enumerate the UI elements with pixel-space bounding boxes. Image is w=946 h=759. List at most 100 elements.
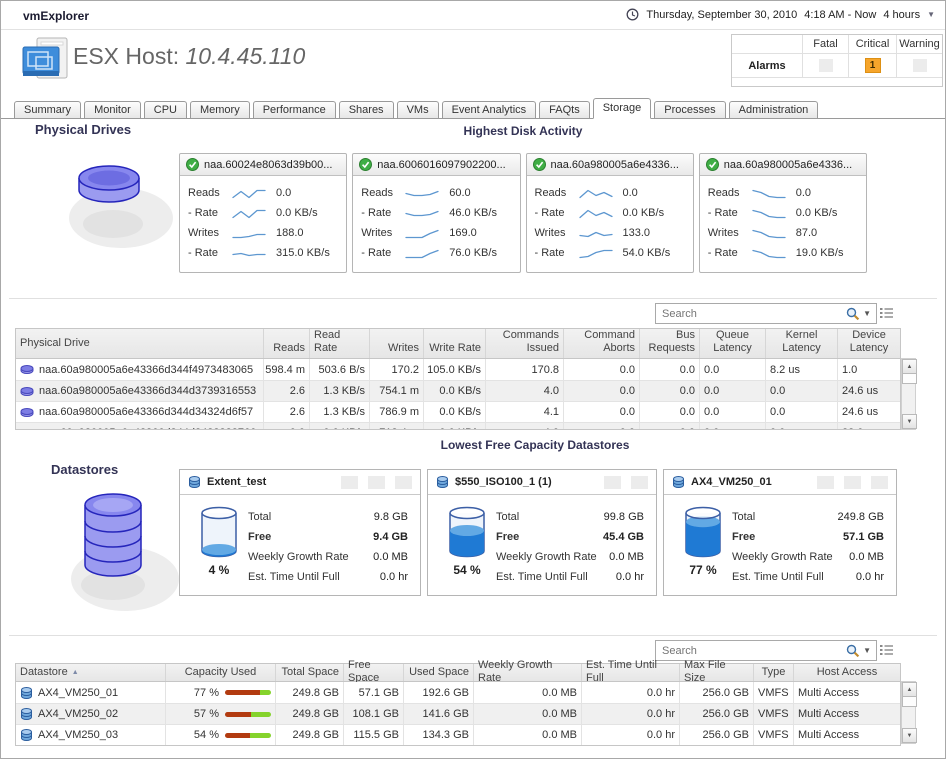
drive-name[interactable]: naa.60a980005a6e4336... [723,158,853,171]
drive-name: naa.60a980005a6e43366d344d3433323766 [39,427,256,429]
col-command-aborts[interactable]: Command Aborts [564,329,640,358]
free-value: 45.4 GB [603,531,644,543]
drive-card: naa.60a980005a6e4336... Reads 0.0 - Rate 0… [525,153,694,273]
col-type[interactable]: Type [754,664,794,681]
read-rate-sparkline [405,207,449,220]
datastore-small-icon [20,707,33,721]
tab-monitor[interactable]: Monitor [84,101,141,118]
datastore-name[interactable]: AX4_VM250_01 [691,476,772,488]
alarms-critical-cell[interactable]: 1 [848,53,896,77]
tab-performance[interactable]: Performance [252,101,336,118]
vertical-scrollbar[interactable]: ▲ ▼ [901,358,917,430]
col-host-access[interactable]: Host Access [816,665,878,678]
search-options[interactable]: ▼ [846,644,876,658]
tab-vms[interactable]: VMs [396,101,439,118]
metric-value: 19.0 KB/s [795,247,844,259]
scroll-thumb[interactable] [902,373,917,384]
col-total-space[interactable]: Total Space [276,664,344,681]
metric-label: - Rate [707,247,738,259]
drive-card-header[interactable]: naa.60a980005a6e4336... [699,154,866,176]
datastore-name[interactable]: Extent_test [207,476,267,488]
search-input[interactable] [656,307,847,320]
tab-administration[interactable]: Administration [728,101,819,118]
col-read-rate[interactable]: Read Rate [310,329,370,358]
metric-label: Reads [188,187,220,199]
metric-label: Writes [188,227,219,239]
drive-name[interactable]: naa.6006016097902200... [377,158,506,171]
search-icon[interactable] [846,307,860,321]
table-row[interactable]: AX4_VM250_02 57 % 249.8 GB 108.1 GB 141.… [16,703,900,724]
scroll-up-button[interactable]: ▲ [902,682,917,697]
table-customizer-icon[interactable] [879,307,895,321]
table-customizer-icon[interactable] [879,644,895,658]
col-datastore[interactable]: Datastore ▲ [16,664,166,681]
table-row[interactable]: naa.60a980005a6e43366d344d34324d6f57 2.6… [16,401,900,422]
highest-disk-activity-heading: Highest Disk Activity [463,124,583,138]
growth-label: Weekly Growth Rate [496,551,597,563]
vertical-scrollbar[interactable]: ▲ ▼ [901,681,917,744]
table-row[interactable]: naa.60a980005a6e43366d344f4973483065 598… [16,359,900,380]
tab-summary[interactable]: Summary [14,101,82,118]
placeholder-chart-box [844,475,861,489]
time-range-selector[interactable]: Thursday, September 30, 2010 4:18 AM - N… [626,8,935,21]
tab-processes[interactable]: Processes [654,101,726,118]
col-commands-issued[interactable]: Commands Issued [486,329,564,358]
scroll-thumb[interactable] [902,696,917,707]
metric-label: Writes [707,227,739,239]
col-queue-latency[interactable]: Queue Latency [700,329,766,358]
table-row[interactable]: AX4_VM250_01 77 % 249.8 GB 57.1 GB 192.6… [16,682,900,703]
capacity-percent: 77 % [689,563,717,577]
col-write-rate[interactable]: Write Rate [424,329,486,358]
col-device-latency[interactable]: Device Latency [849,329,889,354]
drive-name[interactable]: naa.60024e8063d39b00... [204,158,333,171]
col-bus-requests[interactable]: Bus Requests [640,329,700,358]
drive-name[interactable]: naa.60a980005a6e4336... [550,158,679,171]
scroll-down-button[interactable]: ▼ [902,728,917,743]
alarms-col-critical: Critical [848,35,896,53]
critical-count-badge[interactable]: 1 [864,58,881,73]
metric-label: - Rate [188,247,218,259]
col-est-time-until-full[interactable]: Est. Time Until Full [582,659,680,684]
metric-label: Writes [534,227,566,239]
growth-label: Weekly Growth Rate [732,551,833,563]
datastore-cards: Extent_test 4 % Total 9.8 GB Free 9.4 GB W… [179,469,897,596]
alarms-fatal-cell[interactable] [802,53,848,77]
col-kernel-latency[interactable]: Kernel Latency [766,329,838,358]
metric-value: 315.0 KB/s [276,247,330,259]
col-weekly-growth[interactable]: Weekly Growth Rate [474,659,582,684]
col-free-space[interactable]: Free Space [344,659,404,684]
scroll-up-button[interactable]: ▲ [902,359,917,374]
metric-label: Reads [707,187,740,199]
table-row[interactable]: naa.60a980005a6e43366d344d3433323766 0.0… [16,422,900,429]
tab-event-analytics[interactable]: Event Analytics [441,101,537,118]
tab-memory[interactable]: Memory [189,101,250,118]
tab-cpu[interactable]: CPU [143,101,187,118]
search-options[interactable]: ▼ [846,307,876,321]
alarms-warning-cell[interactable] [896,53,942,77]
table-header-row: Datastore ▲ Capacity Used Total Space Fre… [16,659,900,684]
table-row[interactable]: AX4_VM250_03 54 % 249.8 GB 115.5 GB 134.… [16,724,900,745]
col-reads[interactable]: Reads [264,329,310,358]
col-capacity-used[interactable]: Capacity Used [166,664,276,681]
ttf-label: Est. Time Until Full [496,571,588,583]
tab-shares[interactable]: Shares [338,101,394,118]
col-physical-drive[interactable]: Physical Drive [16,329,264,358]
tab-storage[interactable]: Storage [592,98,652,119]
tab-faqts[interactable]: FAQts [539,101,590,118]
drive-card-header[interactable]: naa.60a980005a6e4336... [526,154,693,176]
col-max-file-size[interactable]: Max File Size [680,659,754,684]
drive-card-header[interactable]: naa.6006016097902200... [353,154,520,176]
chevron-down-icon[interactable]: ▼ [863,309,871,318]
search-input[interactable] [656,644,847,657]
metric-label: - Rate [361,207,392,219]
scroll-down-button[interactable]: ▼ [902,414,917,429]
table-row[interactable]: naa.60a980005a6e43366d344d3739316553 2.6… [16,380,900,401]
col-used-space[interactable]: Used Space [404,664,474,681]
write-rate-sparkline [232,247,276,260]
drive-card-header[interactable]: naa.60024e8063d39b00... [180,154,347,176]
col-writes[interactable]: Writes [370,329,424,358]
chevron-down-icon[interactable]: ▼ [863,646,871,655]
total-label: Total [496,511,520,523]
datastore-name[interactable]: $550_ISO100_1 (1) [455,476,552,488]
search-icon[interactable] [846,644,860,658]
